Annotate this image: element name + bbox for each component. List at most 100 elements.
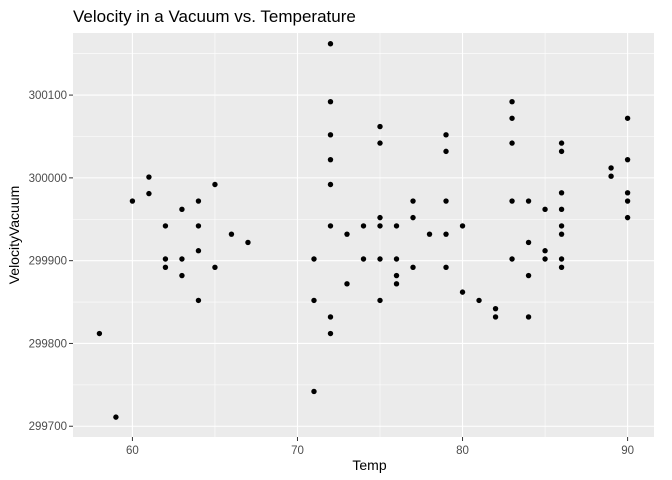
data-point (360, 256, 367, 262)
data-point (624, 198, 631, 204)
data-point (195, 198, 202, 204)
data-point (558, 256, 565, 262)
data-point (410, 214, 416, 221)
data-point (327, 132, 334, 138)
plot-panel (73, 33, 654, 437)
data-point (476, 297, 482, 304)
data-point (558, 190, 565, 196)
data-point (443, 132, 449, 138)
data-point (492, 314, 499, 320)
data-point (558, 223, 565, 229)
data-point (542, 206, 548, 213)
data-point (179, 256, 185, 262)
data-point (558, 140, 565, 146)
minor-gridlines (73, 33, 654, 437)
data-point (542, 256, 548, 262)
data-point (212, 264, 218, 270)
y-axis-title: VelocityVacuum (6, 186, 22, 285)
data-point (377, 223, 383, 229)
data-point (179, 206, 185, 213)
chart-title: Velocity in a Vacuum vs. Temperature (73, 7, 356, 26)
data-point (393, 281, 400, 287)
data-point (327, 41, 334, 47)
data-point (162, 256, 169, 262)
data-point (509, 115, 515, 121)
data-point (525, 239, 532, 246)
data-point (245, 239, 251, 246)
data-point (443, 264, 449, 270)
data-point (443, 148, 449, 155)
data-point (327, 99, 334, 105)
data-point (624, 156, 631, 163)
data-point (558, 148, 565, 155)
data-point (558, 264, 565, 270)
data-point (327, 156, 334, 163)
data-point (327, 330, 334, 337)
data-point (96, 330, 103, 337)
x-tick-label: 70 (291, 445, 304, 457)
data-point (162, 223, 169, 229)
x-axis: 60 70 80 90 (126, 437, 634, 457)
data-point (146, 174, 152, 180)
data-point (459, 223, 466, 229)
data-point (608, 165, 614, 171)
data-point (129, 198, 136, 204)
y-tick-label: 300000 (29, 173, 67, 185)
data-point (377, 256, 383, 262)
data-point (525, 314, 532, 320)
data-point (509, 99, 515, 105)
data-point (311, 388, 317, 395)
y-tick-label: 299800 (29, 338, 67, 350)
y-axis: 299700 299800 299900 300000 300100 (29, 90, 73, 433)
data-point (327, 181, 334, 188)
data-point (509, 198, 515, 204)
data-point (327, 314, 334, 320)
data-point (558, 206, 565, 213)
data-point (410, 264, 416, 270)
data-point (377, 123, 383, 130)
data-point (443, 231, 449, 237)
data-point (624, 115, 631, 121)
data-point (162, 264, 169, 270)
data-point (377, 214, 383, 221)
data-point (492, 305, 499, 312)
data-point (179, 272, 185, 279)
data-point (426, 231, 433, 237)
data-point (624, 214, 631, 221)
x-tick-label: 90 (621, 445, 634, 457)
data-point (525, 272, 532, 279)
data-point (509, 256, 515, 262)
data-point (195, 248, 202, 254)
data-point (393, 256, 400, 262)
data-point (146, 190, 152, 197)
data-point (542, 248, 548, 254)
data-point (195, 223, 202, 229)
data-point (311, 256, 317, 262)
y-tick-label: 299900 (29, 256, 67, 268)
data-points (96, 41, 631, 420)
data-point (410, 198, 416, 204)
data-point (195, 297, 202, 304)
data-point (558, 231, 565, 237)
data-point (377, 297, 383, 304)
data-point (443, 198, 449, 204)
data-point (377, 140, 383, 146)
data-point (624, 190, 631, 196)
y-tick-label: 299700 (29, 421, 67, 433)
data-point (327, 223, 334, 229)
data-point (212, 181, 218, 188)
data-point (113, 414, 119, 420)
x-tick-label: 60 (126, 445, 139, 457)
data-point (344, 231, 350, 237)
data-point (525, 198, 532, 204)
data-point (608, 173, 614, 179)
data-point (311, 297, 317, 304)
data-point (459, 289, 466, 295)
x-tick-label: 80 (456, 445, 469, 457)
major-gridlines (73, 33, 654, 437)
data-point (393, 223, 400, 229)
data-point (509, 140, 515, 146)
data-point (393, 272, 400, 279)
data-point (360, 223, 367, 229)
